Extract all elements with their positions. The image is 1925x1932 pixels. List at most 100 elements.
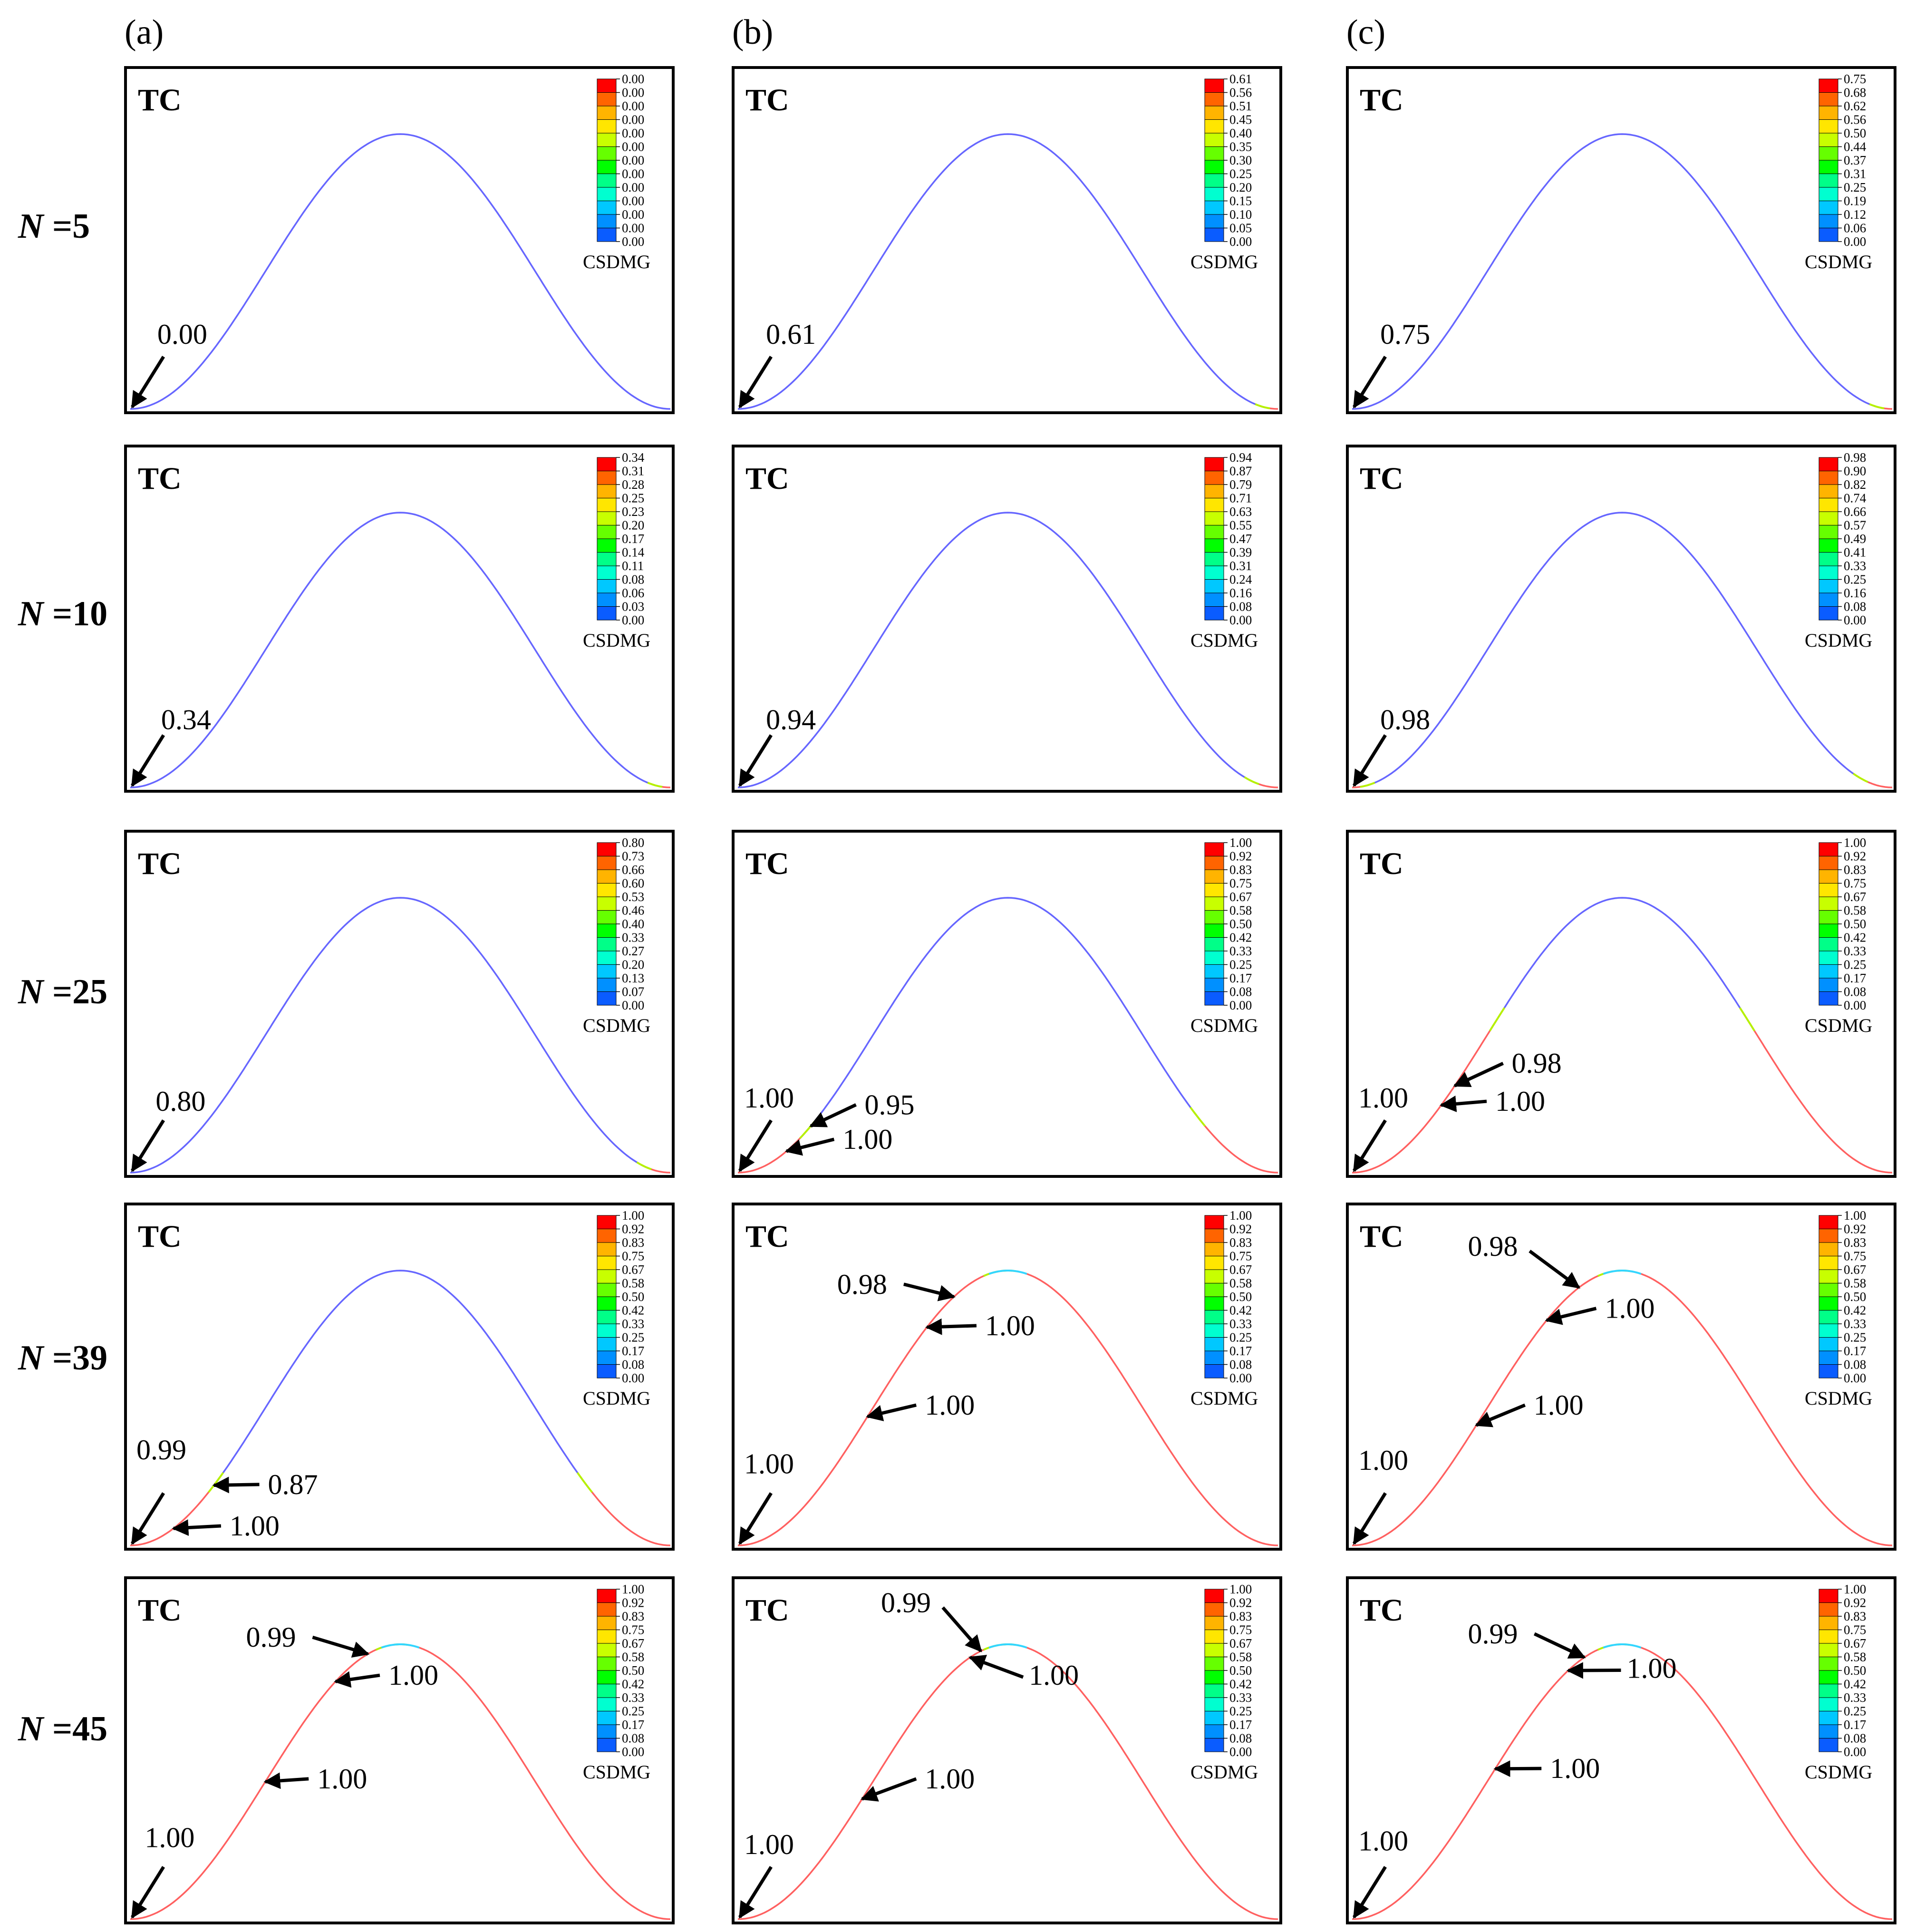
row-label-2: N =25	[18, 972, 107, 1011]
panel-2-0: TC0.750.680.620.560.500.440.370.310.250.…	[1346, 66, 1896, 414]
legend-tick-label: 0.20	[1229, 180, 1252, 194]
panel-label: TC	[745, 846, 789, 881]
callout-value: 1.00	[230, 1510, 280, 1542]
legend-tick-label: 0.50	[622, 1663, 644, 1678]
callout-value: 1.00	[1627, 1653, 1677, 1684]
legend-swatch	[1204, 1630, 1224, 1644]
legend-tick-label: 0.50	[622, 1290, 644, 1304]
legend-tick-label: 0.25	[622, 1330, 644, 1345]
legend-swatch	[1204, 896, 1224, 911]
callout-arrow	[941, 1606, 982, 1652]
legend-tick-label: 0.17	[622, 1344, 644, 1358]
callout: 1.00	[1566, 1653, 1677, 1684]
curve-peak	[381, 1643, 420, 1649]
callout-arrow	[131, 1492, 165, 1545]
legend-swatch	[597, 1684, 617, 1698]
legend-swatch	[1204, 1269, 1224, 1283]
row-label-3: N =39	[18, 1339, 107, 1378]
callout: 1.00	[1353, 1825, 1408, 1919]
callout-arrow	[1533, 1632, 1586, 1659]
callout: 0.98	[1453, 1048, 1562, 1087]
legend: 1.000.920.830.750.670.580.500.420.330.25…	[1805, 835, 1872, 1036]
callout-arrow	[334, 1671, 380, 1688]
callout-arrow	[131, 356, 165, 408]
legend-swatch	[1819, 484, 1838, 498]
legend-tick-label: 0.50	[1229, 1663, 1252, 1678]
legend-swatch	[1204, 92, 1224, 107]
callout-value: 1.00	[744, 1448, 794, 1479]
callout-value: 1.00	[1495, 1086, 1545, 1117]
legend-swatch	[597, 1602, 617, 1617]
callout: 1.00	[925, 1310, 1035, 1341]
callout: 0.98	[1353, 704, 1430, 787]
legend-tick-label: 0.33	[1229, 1317, 1252, 1331]
legend-tick-label: 0.13	[622, 971, 644, 985]
legend: 1.000.920.830.750.670.580.500.420.330.25…	[1190, 835, 1258, 1036]
curve-damaged-right	[1622, 1643, 1893, 1920]
callout-value: 0.00	[157, 319, 207, 350]
callout: 1.00	[1475, 1389, 1584, 1427]
legend-swatch	[1204, 869, 1224, 883]
callout: 1.00	[968, 1655, 1079, 1691]
legend-tick-label: 0.50	[1844, 1663, 1866, 1678]
legend-swatch	[1819, 923, 1838, 938]
legend-swatch	[1819, 1697, 1838, 1711]
curve-transition-right	[1244, 776, 1259, 785]
legend-swatch	[1819, 160, 1838, 174]
curve-damaged-right	[1007, 1270, 1278, 1546]
callout-arrow	[1528, 1250, 1580, 1289]
legend-tick-label: 0.42	[1229, 1677, 1252, 1691]
legend-swatch	[1819, 1269, 1838, 1283]
legend-swatch	[597, 1738, 617, 1752]
legend-swatch	[597, 856, 617, 870]
legend: 0.750.680.620.560.500.440.370.310.250.19…	[1805, 72, 1872, 272]
legend-swatch	[597, 133, 617, 147]
legend-swatch	[1204, 119, 1224, 134]
callout: 1.00	[738, 1082, 794, 1172]
legend-tick-label: 0.33	[622, 1317, 644, 1331]
legend-tick-label: 0.33	[1844, 559, 1866, 573]
legend-swatch	[597, 923, 617, 938]
legend-swatch	[1819, 146, 1838, 161]
legend-tick-label: 0.67	[1844, 890, 1866, 904]
legend-tick-label: 1.00	[1229, 1582, 1252, 1596]
legend-tick-label: 0.42	[1844, 931, 1866, 945]
callout-arrow	[1566, 1662, 1621, 1679]
legend-tick-label: 0.25	[1229, 1704, 1252, 1718]
callout-arrow	[1453, 1062, 1504, 1087]
curve-transition-right	[1869, 403, 1885, 409]
legend-swatch	[597, 1364, 617, 1379]
legend-tick-label: 0.15	[1229, 194, 1252, 208]
legend-tick-label: 0.75	[1229, 876, 1252, 891]
legend-swatch	[1204, 187, 1224, 201]
panel-label: TC	[745, 461, 789, 496]
legend-tick-label: 0.08	[622, 1358, 644, 1372]
legend-swatch	[597, 1310, 617, 1324]
legend-swatch	[1819, 174, 1838, 188]
legend-tick-label: 0.40	[1229, 126, 1252, 140]
callout-value: 1.00	[388, 1660, 438, 1691]
legend-swatch	[597, 910, 617, 924]
legend-swatch	[1819, 1256, 1838, 1270]
panel-label: TC	[1360, 1219, 1403, 1254]
legend-tick-label: 0.58	[622, 1650, 644, 1664]
legend-swatch	[1819, 511, 1838, 525]
legend-swatch	[1204, 106, 1224, 120]
legend-swatch	[597, 937, 617, 951]
legend-swatch	[597, 1643, 617, 1657]
legend-tick-label: 0.44	[1844, 140, 1867, 154]
curve-peak	[1603, 1643, 1642, 1649]
legend-title: CSDMG	[1190, 630, 1258, 651]
legend: 0.610.560.510.450.400.350.300.250.200.15…	[1190, 72, 1258, 272]
callout: 0.94	[738, 704, 816, 787]
legend-tick-label: 0.00	[622, 86, 644, 100]
legend-tick-label: 0.66	[622, 863, 644, 877]
callout-arrow	[1353, 1119, 1387, 1172]
legend-swatch	[597, 471, 617, 485]
legend-tick-label: 0.60	[622, 876, 644, 891]
legend-tick-label: 0.50	[1844, 917, 1866, 931]
legend-title: CSDMG	[583, 1015, 650, 1036]
legend-title: CSDMG	[583, 251, 650, 272]
legend-tick-label: 0.51	[1229, 99, 1252, 113]
legend-swatch	[1819, 1684, 1838, 1698]
